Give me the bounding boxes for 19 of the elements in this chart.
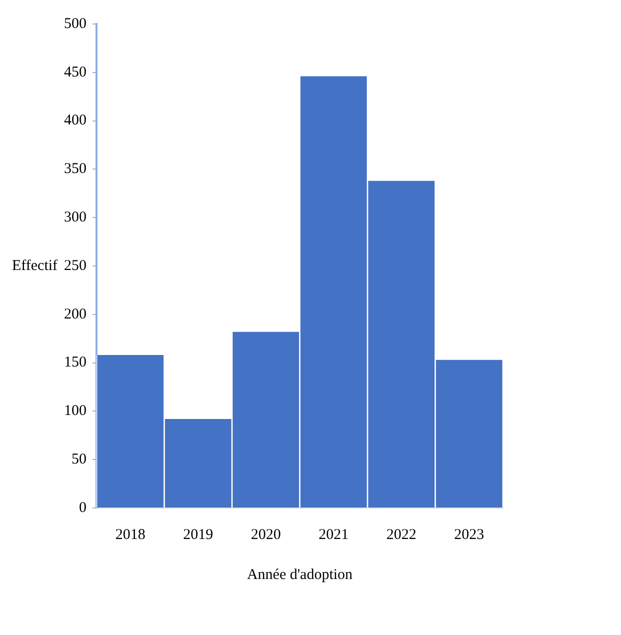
x-tick-label: 2019 (183, 526, 214, 543)
y-tick-label: 400 (64, 112, 86, 129)
y-axis-title: Effectif (12, 258, 58, 274)
x-tick-label: 2020 (250, 526, 281, 543)
x-tick-label: 2023 (454, 526, 484, 543)
x-tick-label: 2021 (318, 526, 349, 543)
y-tick-label: 0 (79, 500, 86, 516)
y-tick-label: 300 (64, 210, 86, 226)
x-tick-label: 2022 (386, 526, 416, 543)
y-tick-label: 100 (64, 403, 86, 420)
y-tick-label: 500 (64, 16, 86, 32)
y-tick-label: 350 (64, 161, 86, 178)
y-tick-label: 450 (64, 64, 86, 80)
y-tick-label: 150 (64, 354, 86, 371)
x-tick-label: 2018 (115, 526, 146, 543)
y-tick-label: 50 (72, 452, 86, 468)
x-axis-title: Année d'adoption (246, 566, 354, 583)
y-tick-label: 250 (64, 258, 86, 274)
y-tick-label: 200 (64, 306, 86, 322)
